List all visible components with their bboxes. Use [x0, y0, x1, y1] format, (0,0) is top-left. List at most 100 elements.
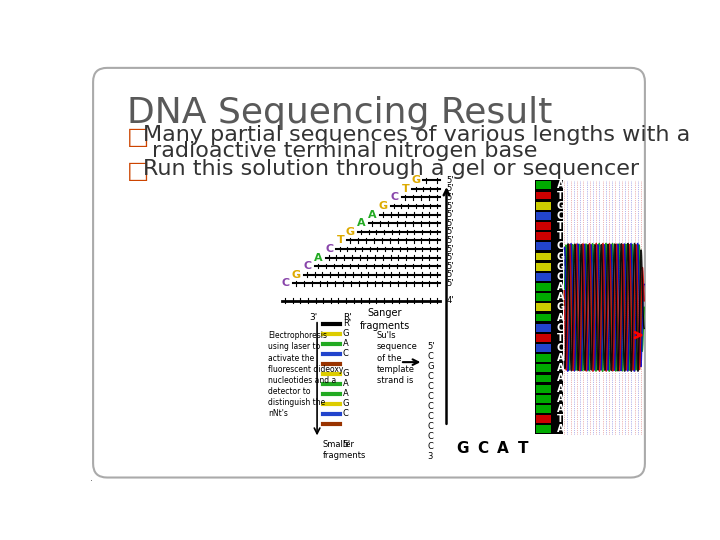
Text: G: G [557, 252, 564, 261]
Text: C: C [427, 433, 433, 441]
Text: Smaller
fragments: Smaller fragments [323, 440, 366, 460]
Bar [536, 354, 551, 362]
Bar [536, 212, 551, 220]
Text: A: A [343, 389, 348, 398]
Text: C: C [427, 392, 433, 401]
Bar [536, 415, 551, 423]
Text: A: A [343, 339, 348, 348]
Bar [536, 242, 551, 251]
Text: T: T [557, 191, 563, 200]
Bar [536, 181, 551, 190]
Text: A: A [557, 292, 564, 302]
Text: Run this solution through a gel or sequencer: Run this solution through a gel or seque… [143, 159, 639, 179]
Text: T: T [336, 235, 344, 245]
Text: R': R' [343, 313, 351, 322]
Text: G: G [411, 176, 420, 185]
Text: 5': 5' [343, 440, 351, 449]
Text: C: C [557, 343, 564, 353]
Text: G: G [343, 399, 349, 408]
Text: C: C [325, 244, 333, 254]
Text: □: □ [127, 159, 150, 183]
Text: A: A [368, 210, 377, 220]
Text: □: □ [127, 125, 150, 149]
Text: 5': 5' [446, 193, 454, 202]
Text: G: G [456, 441, 469, 456]
Text: A: A [557, 394, 564, 404]
Text: A: A [557, 313, 564, 322]
Text: A: A [557, 383, 564, 394]
Text: G: G [557, 302, 564, 312]
Bar [536, 426, 551, 433]
Text: 5': 5' [446, 262, 454, 271]
Bar [536, 324, 551, 332]
Text: G: G [557, 201, 564, 211]
Bar [536, 283, 551, 291]
Text: A: A [357, 218, 366, 228]
Text: 5': 5' [446, 184, 454, 193]
Bar [535, 180, 563, 434]
Text: 5': 5' [446, 245, 454, 253]
Text: G: G [343, 329, 349, 338]
Text: G: G [292, 270, 301, 280]
Text: radioactive terminal nitrogen base: radioactive terminal nitrogen base [152, 141, 537, 161]
Text: G: G [343, 369, 349, 378]
Text: T: T [518, 441, 528, 456]
Text: C: C [427, 382, 433, 392]
Bar [536, 395, 551, 403]
Bar [536, 253, 551, 260]
Text: C: C [557, 211, 564, 221]
Bar [536, 364, 551, 372]
Text: A: A [314, 253, 323, 262]
Text: Many partial sequences of various lengths with a: Many partial sequences of various length… [143, 125, 690, 145]
Text: Sanger
fragments: Sanger fragments [359, 308, 410, 330]
Text: T: T [557, 414, 563, 424]
Bar [536, 273, 551, 281]
Text: C: C [557, 241, 564, 251]
Text: DNA Sequencing Result: DNA Sequencing Result [127, 96, 552, 130]
Text: T: T [557, 221, 563, 231]
Text: C: C [557, 323, 564, 333]
Text: 5': 5' [446, 201, 454, 211]
Text: C: C [343, 349, 348, 358]
Bar [536, 344, 551, 352]
Text: Electrophoresis
using laser to
activate the
fluorescent dideoxy
nucleotides and : Electrophoresis using laser to activate … [269, 332, 343, 418]
Text: 5': 5' [446, 236, 454, 245]
Text: G: G [346, 227, 355, 237]
Bar [536, 222, 551, 230]
Bar [536, 303, 551, 311]
Text: C: C [557, 272, 564, 282]
Text: C: C [390, 192, 398, 202]
Text: A: A [557, 374, 564, 383]
Text: A: A [557, 180, 564, 191]
FancyBboxPatch shape [93, 68, 645, 477]
Text: 5': 5' [446, 219, 454, 228]
Bar [536, 232, 551, 240]
Text: C: C [427, 413, 433, 421]
Text: Su'ls
sequence
of the
template
strand is: Su'ls sequence of the template strand is [377, 332, 418, 384]
Text: 5': 5' [427, 342, 435, 351]
Bar [536, 384, 551, 393]
Text: C: C [427, 352, 433, 361]
Bar [536, 334, 551, 342]
Bar [536, 405, 551, 413]
Text: 5': 5' [446, 279, 454, 288]
Text: A: A [557, 353, 564, 363]
Text: 5': 5' [446, 210, 454, 219]
Text: C: C [427, 442, 433, 451]
Bar [536, 293, 551, 301]
Text: T: T [402, 184, 409, 194]
Bar [536, 192, 551, 199]
Bar [536, 375, 551, 382]
Text: G: G [379, 201, 387, 211]
Text: C: C [477, 441, 488, 456]
Bar [536, 263, 551, 271]
Text: T: T [557, 333, 563, 343]
Text: A: A [343, 379, 348, 388]
Text: C: C [282, 278, 290, 288]
Text: G: G [427, 362, 433, 372]
Text: 3': 3' [309, 313, 317, 322]
Text: 5': 5' [446, 227, 454, 237]
Text: 4': 4' [446, 296, 454, 305]
Text: C: C [427, 372, 433, 381]
Text: A: A [557, 404, 564, 414]
